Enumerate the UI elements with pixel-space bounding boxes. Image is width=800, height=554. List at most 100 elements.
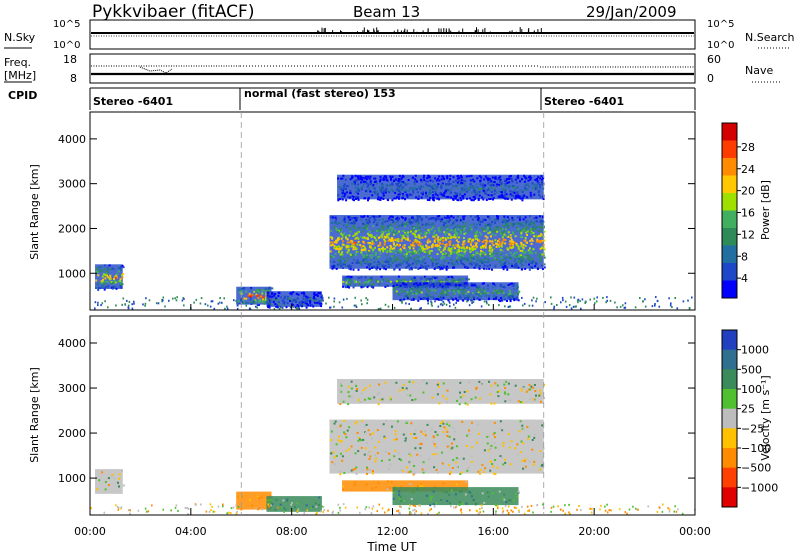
velocity-colorbar-tick-6: −100 [741, 442, 771, 455]
power-colorbar-tick-3: 20 [741, 185, 755, 198]
power-colorbar-swatch-1 [722, 123, 737, 141]
y-tick-label-4: 4000 [58, 133, 86, 146]
nsearch-tick-top: 10^5 [707, 19, 734, 30]
cpid-panel: CPID Stereo -6401 normal (fast stereo) 1… [8, 87, 696, 110]
beam-label: Beam 13 [353, 3, 420, 21]
velocity-region-7 [392, 487, 520, 507]
power-colorbar-tick-4: 16 [741, 207, 755, 220]
y-tick-label-1: 1000 [58, 472, 86, 485]
x-axis-label: Time UT [366, 540, 417, 554]
power-colorbar-swatch-4 [722, 175, 737, 194]
y-tick-label-3: 3000 [58, 382, 86, 395]
power-region-4 [329, 215, 546, 271]
velocity-colorbar-swatches [722, 330, 737, 508]
velocity-colorbar-swatch-4 [722, 389, 737, 410]
power-colorbar-tick-5: 12 [741, 228, 755, 241]
power-colorbar-swatch-10 [722, 280, 737, 299]
velocity-colorbar-tick-4: 25 [741, 403, 755, 416]
velocity-colorbar-swatch-1 [722, 330, 737, 351]
freq-unit-label: [MHz] [4, 69, 36, 82]
velocity-colorbar-swatch-2 [722, 349, 737, 370]
power-colorbar-tick-1: 28 [741, 141, 755, 154]
power-region-7 [392, 282, 521, 303]
velocity-colorbar: 1000 500 100 25 −25 −100 −500 −1000 Velocity [m… [721, 329, 778, 508]
cpid-segment-3: Stereo -6401 [544, 95, 624, 108]
freq-tick-top: 18 [63, 53, 77, 66]
nave-label: Nave [745, 64, 773, 77]
power-colorbar-tick-7: 4 [741, 272, 748, 285]
nsky-tick-top: 10^5 [53, 19, 80, 30]
power-colorbar-tick-2: 24 [741, 163, 755, 176]
power-region-5 [337, 174, 545, 202]
velocity-colorbar-swatch-8 [722, 467, 737, 488]
velocity-colorbar-ticks: 1000 500 100 25 −25 −100 −500 −1000 [737, 344, 778, 494]
x-tick-label-2: 04:00 [175, 525, 207, 538]
cpid-segment-2: normal (fast stereo) 153 [244, 87, 396, 100]
nsky-label: N.Sky [4, 31, 36, 44]
velocity-colorbar-label: Velocity [m s⁻¹] [759, 375, 772, 460]
nsky-tick-bottom: 10^0 [53, 40, 80, 51]
power-colorbar-tick-6: 8 [741, 250, 748, 263]
velocity-colorbar-tick-7: −500 [741, 462, 771, 475]
cpid-segment-1: Stereo -6401 [93, 95, 173, 108]
velocity-panel: Slant Range [km] 1000 2000 3000 4000 [28, 315, 696, 516]
power-colorbar-ticks: 28 24 20 16 12 8 4 [737, 141, 755, 285]
velocity-yticks: 1000 2000 3000 4000 [58, 337, 695, 485]
x-tick-label-6: 20:00 [578, 525, 610, 538]
nave-tick-bottom: 0 [707, 72, 714, 85]
power-colorbar-label: Power [dB] [759, 180, 772, 240]
nsky-panel: N.Sky 10^5 10^0 10^5 10^0 N.Search [4, 19, 795, 51]
x-tick-label-1: 00:00 [74, 525, 106, 538]
velocity-colorbar-swatch-9 [722, 487, 737, 508]
power-colorbar: 28 24 20 16 12 8 4 Power [dB] [721, 122, 772, 299]
x-tick-label-4: 12:00 [377, 525, 409, 538]
freq-label: Freq. [4, 56, 31, 69]
x-tick-label-5: 16:00 [477, 525, 509, 538]
velocity-region-3 [266, 496, 322, 512]
velocity-ylabel: Slant Range [km] [28, 367, 41, 463]
y-tick-label-1: 1000 [58, 267, 86, 280]
power-region-1 [95, 264, 125, 291]
x-axis: 00:00 04:00 08:00 12:00 16:00 20:00 00:00 [74, 304, 711, 538]
velocity-colorbar-tick-3: 100 [741, 383, 762, 396]
power-colorbar-swatch-6 [722, 210, 737, 229]
velocity-colorbar-swatch-7 [722, 448, 737, 469]
y-tick-label-4: 4000 [58, 337, 86, 350]
velocity-ground-scatter [90, 503, 696, 515]
velocity-region-4 [329, 419, 545, 476]
velocity-colorbar-tick-1: 1000 [741, 344, 769, 357]
date-label: 29/Jan/2009 [586, 3, 677, 21]
power-ylabel: Slant Range [km] [28, 164, 41, 260]
velocity-colorbar-swatch-5 [722, 408, 737, 429]
nsearch-tick-bottom: 10^0 [707, 40, 734, 51]
nave-tick-top: 60 [707, 53, 721, 66]
nsearch-label: N.Search [745, 31, 795, 44]
power-colorbar-swatch-2 [722, 140, 737, 159]
velocity-marks [90, 379, 696, 515]
velocity-colorbar-swatch-6 [722, 428, 737, 449]
cpid-label: CPID [8, 89, 37, 102]
velocity-colorbar-swatch-3 [722, 369, 737, 390]
mode-change-lines [240, 112, 545, 515]
power-panel: Slant Range [km] 1000 2000 3000 4000 [28, 111, 696, 311]
x-tick-label-3: 08:00 [276, 525, 308, 538]
power-colorbar-swatch-8 [722, 245, 737, 264]
velocity-colorbar-tick-5: −25 [741, 422, 764, 435]
power-colorbar-swatches [722, 123, 737, 299]
y-tick-label-3: 3000 [58, 178, 86, 191]
radar-title: Pykkvibaer (fitACF) [92, 2, 254, 22]
y-tick-label-2: 2000 [58, 222, 86, 235]
velocity-region-1 [95, 469, 125, 494]
power-colorbar-swatch-5 [722, 193, 737, 211]
power-colorbar-swatch-7 [722, 228, 737, 246]
power-yticks: 1000 2000 3000 4000 [58, 133, 695, 280]
power-colorbar-swatch-9 [722, 263, 737, 281]
freq-panel: Freq. [MHz] 18 8 60 0 Nave [4, 53, 780, 85]
power-ground-scatter [94, 296, 693, 310]
velocity-colorbar-tick-2: 500 [741, 363, 762, 376]
freq-tick-bottom: 8 [70, 72, 77, 85]
power-marks [94, 174, 693, 310]
velocity-colorbar-tick-8: −1000 [741, 481, 778, 494]
x-tick-label-7: 00:00 [679, 525, 711, 538]
